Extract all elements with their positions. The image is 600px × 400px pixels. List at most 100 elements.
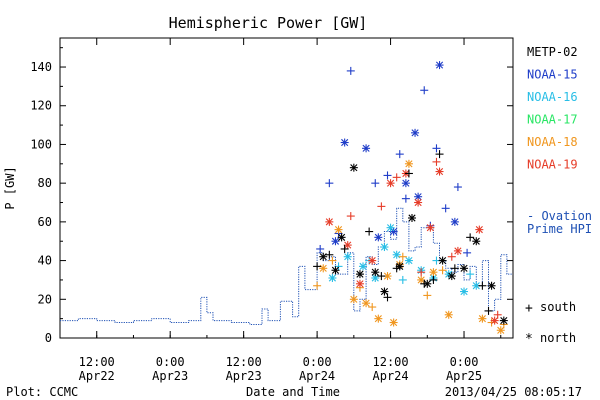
marker-metp-02-north [487,281,496,290]
marker-noaa-19-south [392,173,401,182]
marker-noaa-15-south [463,248,472,257]
plot-credit: Plot: CCMC [6,385,78,399]
marker-metp-02-north [355,270,364,279]
marker-metp-02-north [349,163,358,172]
marker-metp-02-north [371,268,380,277]
y-tick-label: 40 [38,254,52,268]
y-tick-label: 100 [30,137,52,151]
marker-noaa-15-north [340,138,349,147]
marker-noaa-19-north [426,223,435,232]
marker-noaa-18-north [374,314,383,323]
satellite-legend: METP-02 NOAA-15 NOAA-16 NOAA-17 NOAA-18 NOAA-… [527,45,578,172]
marker-metp-02-south [404,169,413,178]
marker-noaa-16-north [392,250,401,259]
marker-noaa-19-south [432,157,441,166]
x-tick-label-date: Apr23 [226,369,262,383]
marker-metp-02-south [484,306,493,315]
marker-noaa-18-north [444,310,453,319]
marker-noaa-16-north [380,243,389,252]
marker-metp-02-south [435,150,444,159]
marker-noaa-19-north [414,198,423,207]
marker-noaa-19-north [325,217,334,226]
marker-noaa-19-north [355,279,364,288]
y-tick-label: 0 [45,331,52,345]
marker-metp-02-south [478,281,487,290]
marker-noaa-16-north [359,262,368,271]
legend-metp-02: METP-02 [527,45,578,59]
legend-noaa-18: NOAA-18 [527,135,578,149]
marker-metp-02-south [466,233,475,242]
marker-noaa-19-north [453,246,462,255]
marker-noaa-15-south [371,179,380,188]
legend-noaa-16: NOAA-16 [527,90,578,104]
marker-noaa-18-south [328,256,337,265]
x-tick-label-time: 0:00 [450,355,479,369]
marker-metp-02-north [331,266,340,275]
marker-metp-02-north [423,279,432,288]
ovation-label-line2: Prime HPI [527,222,592,236]
marker-noaa-16-north [386,223,395,232]
x-tick-label-time: 0:00 [156,355,185,369]
marker-noaa-19-north [386,179,395,188]
x-tick-label-date: Apr24 [299,369,335,383]
marker-metp-02-north [447,272,456,281]
marker-noaa-16-south [466,270,475,279]
marker-metp-02-south [429,275,438,284]
marker-noaa-15-north [435,61,444,70]
x-tick-label-date: Apr23 [152,369,188,383]
marker-noaa-15-north [374,233,383,242]
south-marker-symbol: + [525,301,533,316]
marker-noaa-15-south [316,244,325,253]
marker-noaa-19-north [490,316,499,325]
north-marker-label: north [540,331,576,345]
marker-metp-02-north [319,252,328,261]
marker-noaa-19-north [475,225,484,234]
marker-noaa-15-north [450,217,459,226]
north-marker-symbol: * [525,332,533,347]
marker-noaa-15-south [383,171,392,180]
y-tick-label: 60 [38,215,52,229]
chart-title: Hemispheric Power [GW] [169,14,368,32]
marker-noaa-16-north [404,256,413,265]
marker-noaa-18-north [429,268,438,277]
marker-noaa-18-south [423,291,432,300]
marker-noaa-19-south [493,310,502,319]
marker-noaa-15-north [389,227,398,236]
marker-noaa-15-south [325,179,334,188]
marker-noaa-15-south [395,150,404,159]
marker-metp-02-north [395,262,404,271]
marker-noaa-16-north [343,252,352,261]
marker-noaa-18-south [438,266,447,275]
x-tick-label-time: 12:00 [79,355,115,369]
marker-noaa-15-north [362,144,371,153]
marker-metp-02-north [460,264,469,273]
y-tick-label: 120 [30,99,52,113]
ovation-prime-hpi-line [60,207,513,325]
y-tick-label: 80 [38,176,52,190]
marker-noaa-18-north [389,318,398,327]
y-tick-label: 140 [30,60,52,74]
marker-noaa-18-north [319,264,328,273]
marker-metp-02-south [340,244,349,253]
marker-noaa-18-south [313,281,322,290]
marker-noaa-15-south [346,66,355,75]
marker-noaa-15-south [432,144,441,153]
marker-noaa-18-north [404,159,413,168]
marker-noaa-18-north [417,275,426,284]
marker-noaa-19-north [435,167,444,176]
marker-noaa-16-north [328,274,337,282]
y-tick-label: 20 [38,292,52,306]
ovation-label: - Ovation [527,209,592,223]
marker-noaa-15-south [441,204,450,213]
plot-area [60,61,513,335]
marker-metp-02-south [325,250,334,259]
data-markers [313,61,508,335]
marker-noaa-19-south [346,212,355,221]
marker-metp-02-north [337,233,346,242]
plot-frame [59,37,514,339]
marker-noaa-19-south [447,252,456,261]
marker-noaa-19-south [417,268,426,277]
marker-noaa-18-south [368,303,377,312]
marker-metp-02-north [380,287,389,296]
